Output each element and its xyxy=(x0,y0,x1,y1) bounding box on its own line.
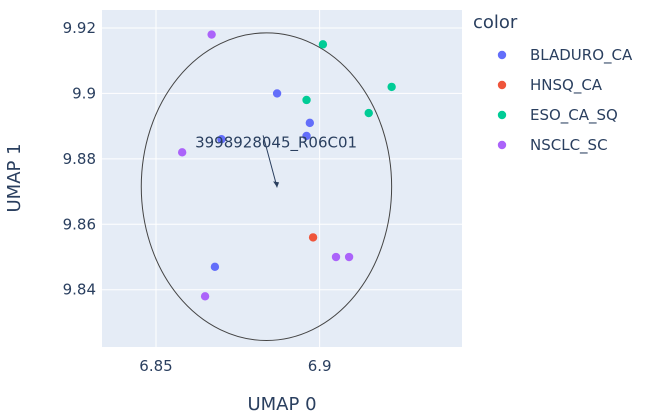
data-point xyxy=(177,148,187,157)
data-point xyxy=(210,262,220,272)
legend-marker xyxy=(497,140,507,150)
legend-marker xyxy=(497,50,507,60)
legend-marker xyxy=(497,110,507,120)
circle-shape xyxy=(140,32,393,341)
data-point xyxy=(364,108,373,118)
y-tick-label: 9.86 xyxy=(63,215,96,233)
legend: color BLADURO_CA HNSQ_CA ESO_CA_SQ NSCLC_SC xyxy=(473,12,633,155)
data-point xyxy=(387,82,396,92)
legend-label: NSCLC_SC xyxy=(530,136,608,155)
data-point xyxy=(200,292,210,301)
x-axis-title: UMAP 0 xyxy=(247,394,316,415)
plot-background xyxy=(102,10,462,347)
x-tick-label: 6.85 xyxy=(139,357,172,375)
x-tick-label: 6.9 xyxy=(308,357,332,375)
data-point xyxy=(305,118,315,128)
data-point xyxy=(344,252,354,262)
annotations: 3998928045_R06C01 xyxy=(195,133,357,188)
annotation-label: 3998928045_R06C01 xyxy=(195,133,357,152)
data-point xyxy=(272,89,282,98)
legend-title: color xyxy=(473,12,518,33)
legend-label: HNSQ_CA xyxy=(530,76,603,95)
data-point xyxy=(207,30,216,39)
legend-marker xyxy=(497,80,507,90)
data-point xyxy=(302,95,311,105)
y-tick-label: 9.92 xyxy=(63,19,96,37)
y-axis-ticks: 9.84 9.86 9.88 9.9 9.92 xyxy=(63,19,96,299)
y-tick-label: 9.88 xyxy=(63,150,96,168)
grid xyxy=(102,10,462,347)
legend-label: BLADURO_CA xyxy=(530,46,633,65)
data-points xyxy=(177,30,396,301)
data-point xyxy=(331,252,341,262)
shapes xyxy=(140,32,393,341)
y-tick-label: 9.84 xyxy=(63,281,96,299)
x-axis-ticks: 6.85 6.9 xyxy=(139,357,331,375)
data-point xyxy=(302,131,311,141)
y-axis-title: UMAP 1 xyxy=(4,143,25,212)
data-point xyxy=(308,233,318,242)
data-point xyxy=(318,40,328,49)
annotation-arrow xyxy=(262,135,278,188)
legend-label: ESO_CA_SQ xyxy=(530,106,618,125)
data-point xyxy=(217,135,226,144)
y-tick-label: 9.9 xyxy=(72,84,96,102)
annotation-arrowhead xyxy=(273,181,280,188)
